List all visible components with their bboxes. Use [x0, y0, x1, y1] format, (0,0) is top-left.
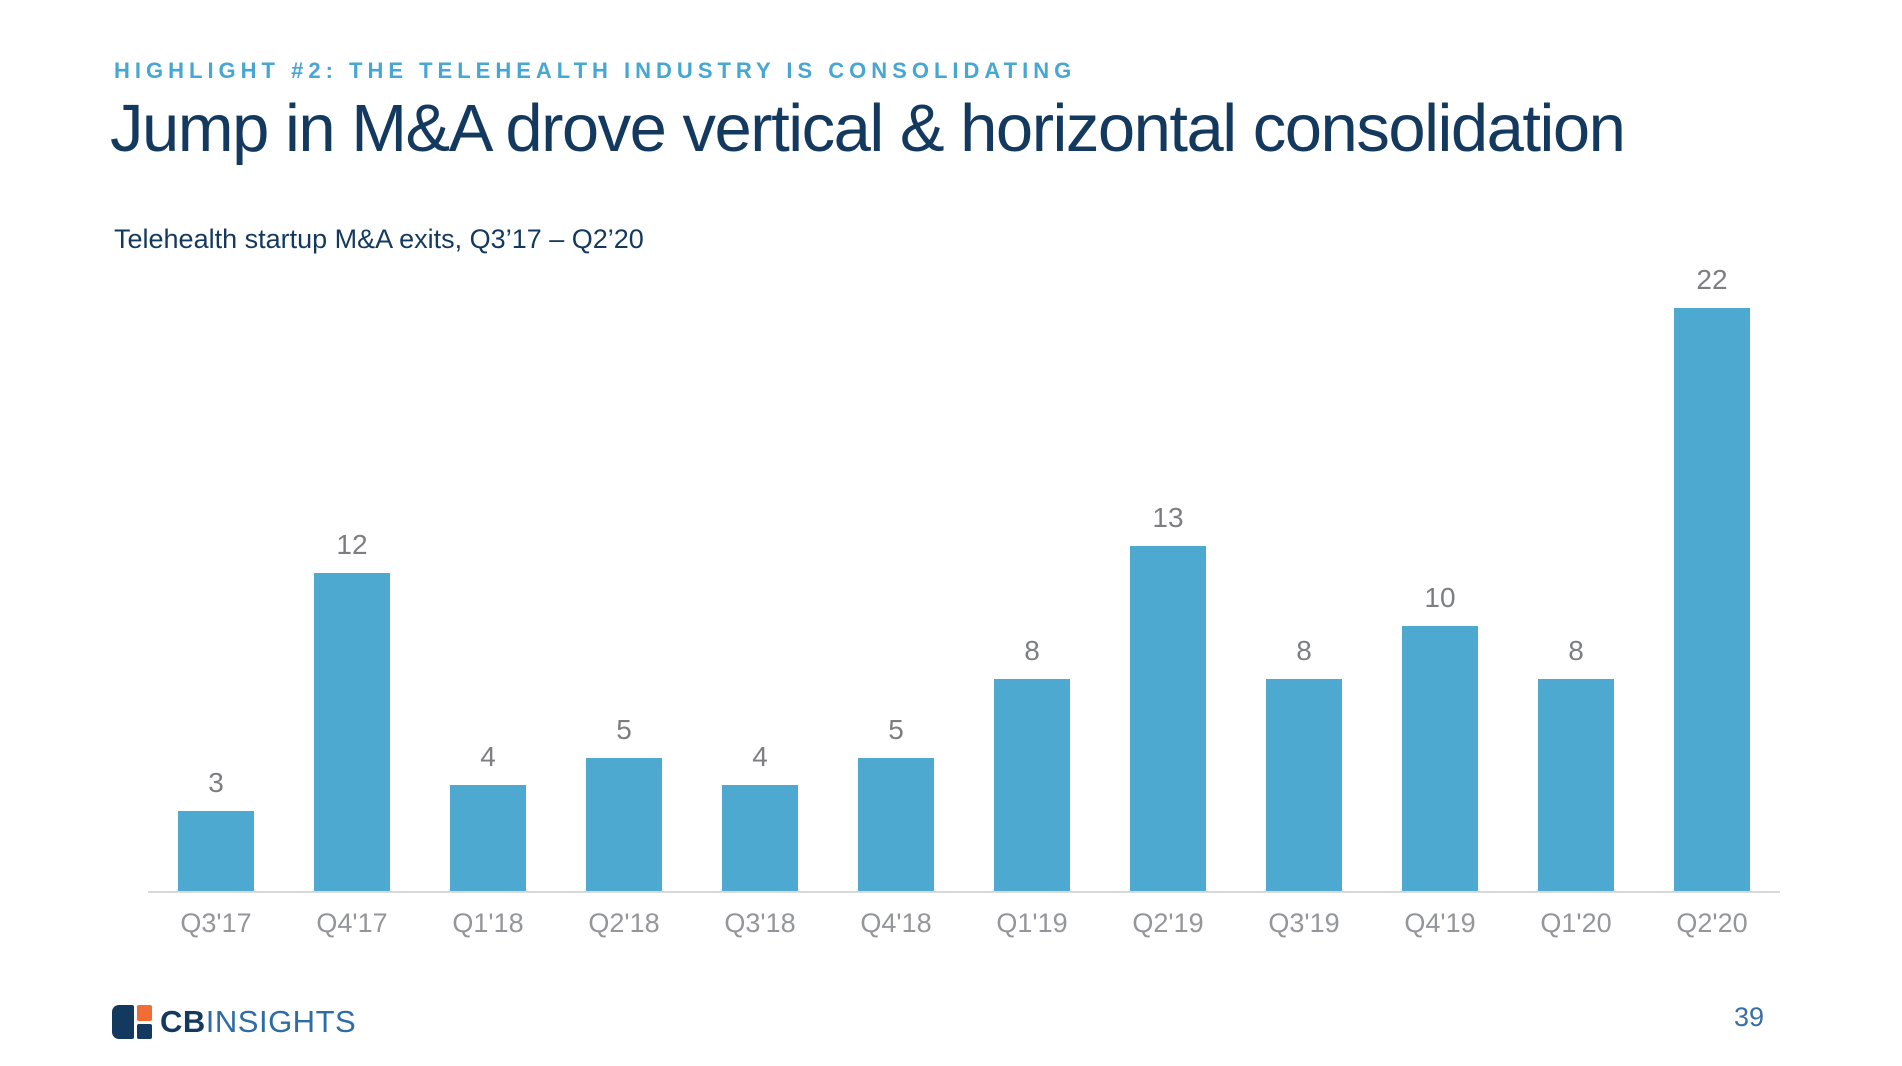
slide-title: Jump in M&A drove vertical & horizontal … [110, 91, 1626, 166]
slide-eyebrow: HIGHLIGHT #2: THE TELEHEALTH INDUSTRY IS… [114, 58, 1077, 83]
bar-group-q118: 4 [420, 308, 556, 891]
bar-group-q317: 3 [148, 308, 284, 891]
bar [1674, 308, 1750, 891]
bar-value-label: 4 [752, 741, 768, 772]
x-axis-tick-label: Q2'20 [1676, 908, 1748, 938]
bar-value-label: 10 [1424, 582, 1456, 613]
x-axis-tick-label: Q2'18 [588, 908, 660, 938]
bar-group-q419: 10 [1372, 308, 1508, 891]
x-axis-tick-label: Q4'17 [316, 908, 388, 938]
bar-value-label: 8 [1024, 635, 1040, 666]
bar [858, 758, 934, 891]
cbinsights-logo: CBINSIGHTS [112, 1004, 356, 1040]
bar [994, 679, 1070, 891]
bar-value-label: 22 [1696, 264, 1728, 295]
bar-value-label: 3 [208, 767, 224, 798]
x-axis-tick-label: Q3'18 [724, 908, 796, 938]
bar [586, 758, 662, 891]
bar-group-q219: 13 [1100, 308, 1236, 891]
bar [1402, 626, 1478, 891]
chart-subtitle: Telehealth startup M&A exits, Q3’17 – Q2… [114, 224, 644, 254]
logo-block-navy-left [112, 1005, 134, 1039]
bar-group-q418: 5 [828, 308, 964, 891]
x-axis-tick-label: Q1'18 [452, 908, 524, 938]
logo-text-insights: INSIGHTS [205, 1004, 357, 1039]
bar-group-q417: 12 [284, 308, 420, 891]
x-axis-tick-label: Q2'19 [1132, 908, 1204, 938]
logo-block-navy-small [137, 1024, 152, 1039]
bar-group-q319: 8 [1236, 308, 1372, 891]
bar-value-label: 5 [616, 714, 632, 745]
x-axis-tick-label: Q1'20 [1540, 908, 1612, 938]
cbinsights-logo-icon [112, 1005, 152, 1039]
bar-group-q318: 4 [692, 308, 828, 891]
x-axis-tick-label: Q3'17 [180, 908, 252, 938]
bar [1266, 679, 1342, 891]
bar-value-label: 5 [888, 714, 904, 745]
bar-group-q218: 5 [556, 308, 692, 891]
bar-value-label: 8 [1568, 635, 1584, 666]
bar-group-q119: 8 [964, 308, 1100, 891]
page-number: 39 [1733, 1002, 1764, 1032]
logo-text-cb: CB [160, 1004, 206, 1039]
bar [1538, 679, 1614, 891]
bar [178, 811, 254, 891]
bar-value-label: 8 [1296, 635, 1312, 666]
bar-group-q220: 22 [1644, 264, 1780, 891]
x-axis-tick-label: Q3'19 [1268, 908, 1340, 938]
x-axis-tick-label: Q4'18 [860, 908, 932, 938]
bar-group-q120: 8 [1508, 308, 1644, 891]
bar-value-label: 12 [336, 529, 368, 560]
bar-value-label: 4 [480, 741, 496, 772]
bar [450, 785, 526, 891]
bar [1130, 546, 1206, 891]
bar [722, 785, 798, 891]
bar-value-label: 13 [1152, 502, 1184, 533]
x-axis-tick-label: Q1'19 [996, 908, 1068, 938]
logo-text: CBINSIGHTS [160, 1004, 356, 1040]
bar [314, 573, 390, 891]
x-axis-tick-label: Q4'19 [1404, 908, 1476, 938]
x-axis-labels: Q3'17 Q4'17 Q1'18 Q2'18 Q3'18 Q4'18 Q1'19 Q2'19… [148, 908, 1780, 939]
logo-block-orange [137, 1005, 152, 1021]
bar-chart: 3 12 4 5 4 5 8 13 8 10 8 22 [148, 264, 1780, 893]
